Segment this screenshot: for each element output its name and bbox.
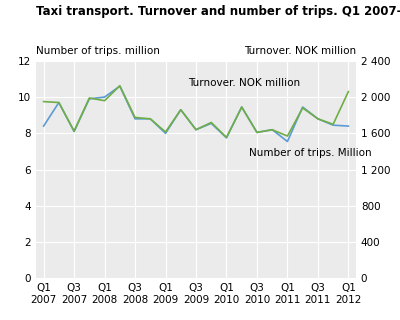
- Text: Number of trips. million: Number of trips. million: [36, 46, 160, 56]
- Text: Number of trips. Million: Number of trips. Million: [249, 148, 372, 158]
- Text: Turnover. NOK million: Turnover. NOK million: [188, 78, 300, 88]
- Text: Turnover. NOK million: Turnover. NOK million: [244, 46, 356, 56]
- Text: Taxi transport. Turnover and number of trips. Q1 2007-Q1 2012: Taxi transport. Turnover and number of t…: [36, 5, 400, 18]
